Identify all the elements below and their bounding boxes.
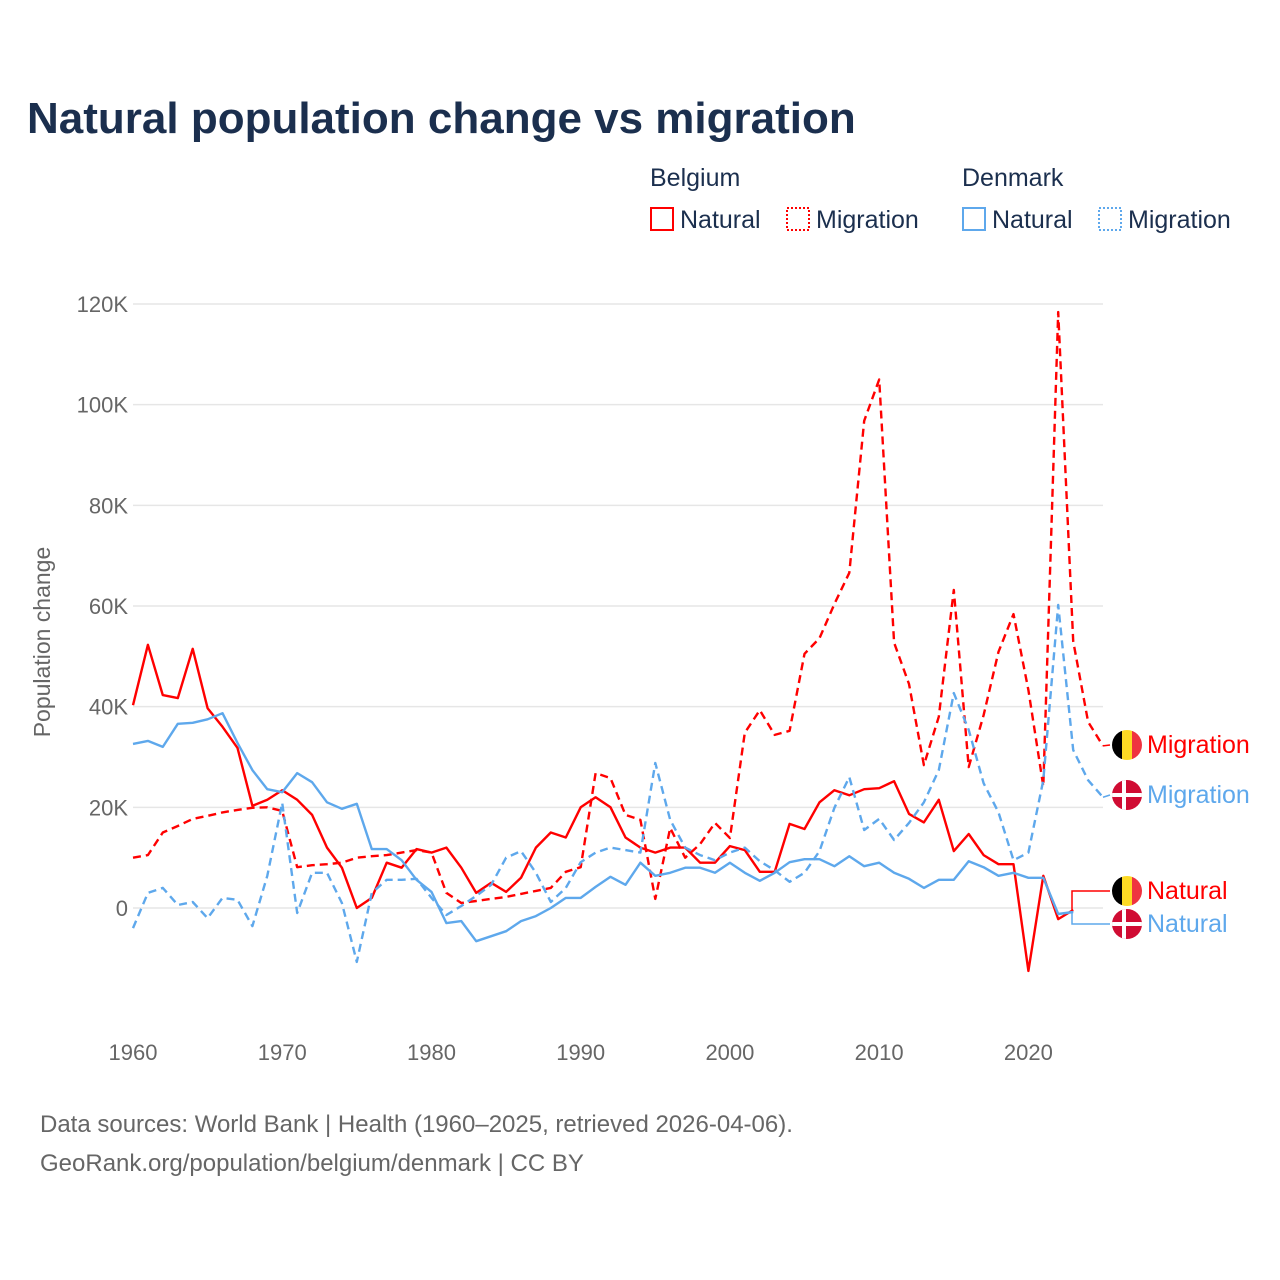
line-denmark-natural: [132, 712, 1074, 943]
denmark-flag-icon: [1112, 780, 1142, 810]
chart-title: Natural population change vs migration: [27, 94, 856, 143]
end-label-belgium-migration: Migration: [1147, 731, 1250, 759]
line-belgium-natural: [131, 643, 1074, 973]
label-connector: [1071, 911, 1110, 925]
legend-swatch-natural: [962, 207, 986, 231]
y-tick-label: 80K: [89, 493, 128, 518]
legend-item-migration: Migration: [1128, 206, 1231, 234]
legend-item-natural: Natural: [992, 206, 1073, 234]
belgium-flag-icon: [1112, 730, 1142, 760]
y-tick-label: 60K: [89, 594, 128, 619]
y-tick-label: 120K: [77, 292, 129, 317]
y-tick-label: 0: [116, 896, 128, 921]
legend-item-migration: Migration: [816, 206, 919, 234]
y-tick-label: 40K: [89, 695, 128, 720]
series-lines: [131, 310, 1105, 973]
legend-group-belgium: Belgium: [650, 164, 740, 192]
x-tick-label: 2020: [1004, 1040, 1053, 1065]
denmark-flag-icon: [1112, 909, 1142, 939]
legend-swatch-natural: [650, 207, 674, 231]
line-belgium-migration: [132, 310, 1105, 905]
source-line-2[interactable]: GeoRank.org/population/belgium/denmark |…: [40, 1150, 584, 1177]
belgium-flag-icon: [1112, 876, 1142, 906]
end-label-denmark-natural: Natural: [1147, 910, 1228, 938]
label-connector: [1071, 890, 1110, 911]
legend-swatch-migration: [1098, 207, 1122, 231]
gridlines: [133, 303, 1103, 909]
x-tick-label: 1970: [258, 1040, 307, 1065]
y-axis-ticks: 0 20K 40K 60K 80K 100K 120K: [77, 292, 129, 921]
x-tick-label: 2010: [855, 1040, 904, 1065]
end-label-belgium-natural: Natural: [1147, 877, 1228, 905]
x-tick-label: 1990: [556, 1040, 605, 1065]
legend-swatch-migration: [786, 207, 810, 231]
y-tick-label: 20K: [89, 795, 128, 820]
source-line-1: Data sources: World Bank | Health (1960–…: [40, 1111, 793, 1138]
x-tick-label: 2000: [705, 1040, 754, 1065]
end-labels: Natural Migration Natural Migration: [1071, 730, 1250, 939]
y-axis-label: Population change: [29, 547, 55, 738]
x-axis-ticks: 1960 1970 1980 1990 2000 2010 2020: [109, 1040, 1053, 1065]
end-label-denmark-migration: Migration: [1147, 781, 1250, 809]
label-connector: [1102, 794, 1111, 798]
x-tick-label: 1960: [109, 1040, 158, 1065]
label-connector: [1102, 744, 1111, 747]
x-tick-label: 1980: [407, 1040, 456, 1065]
legend-item-natural: Natural: [680, 206, 761, 234]
y-tick-label: 100K: [77, 393, 129, 418]
legend-group-denmark: Denmark: [962, 164, 1064, 192]
line-denmark-migration: [131, 603, 1104, 964]
legend: Belgium Natural Migration Denmark Natural Mig…: [650, 164, 1231, 234]
